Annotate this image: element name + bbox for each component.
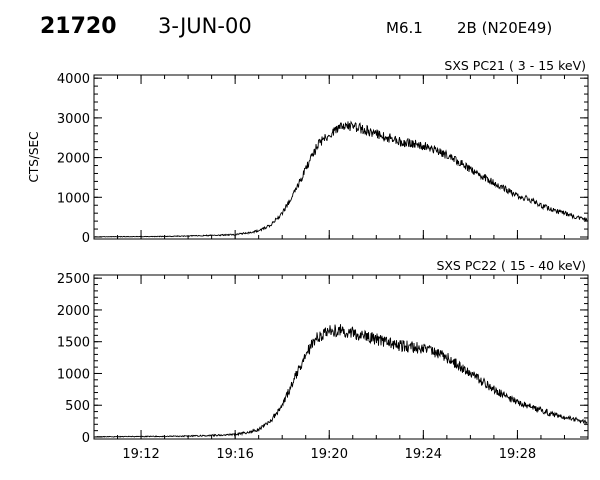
y-tick-label: 2500 [57, 272, 90, 287]
event-id: 21720 [40, 14, 117, 39]
x-tick-label: 19:16 [216, 447, 253, 462]
panel-title-1: SXS PC21 ( 3 - 15 keV) [444, 58, 586, 73]
y-tick-label: 4000 [57, 72, 90, 87]
plot-frame-2 [93, 274, 589, 440]
x-tick-label: 19:24 [405, 447, 442, 462]
y-tick-label: 500 [65, 399, 90, 414]
y-tick-label: 2000 [57, 152, 90, 167]
series-line-1-1 [94, 120, 588, 238]
y-axis-label: CTS/SEC [27, 132, 41, 183]
series-line-2-1 [95, 324, 588, 438]
y-tick-label: 2000 [57, 304, 90, 319]
x-tick-label: 19:20 [311, 447, 348, 462]
flare-info: 2B (N20E49) [457, 19, 553, 37]
flare-class: M6.1 [386, 19, 423, 37]
y-tick-label: 0 [82, 431, 90, 446]
y-tick-label: 1000 [57, 191, 90, 206]
x-tick-label: 19:12 [122, 447, 159, 462]
y-tick-label: 1000 [57, 367, 90, 382]
plot-frame-1 [93, 74, 589, 240]
y-tick-label: 0 [82, 231, 90, 246]
event-date: 3-JUN-00 [158, 14, 252, 38]
x-tick-label: 19:28 [499, 447, 536, 462]
y-tick-label: 1500 [57, 336, 90, 351]
y-tick-label: 3000 [57, 112, 90, 127]
panel-title-2: SXS PC22 ( 15 - 40 keV) [436, 258, 586, 273]
